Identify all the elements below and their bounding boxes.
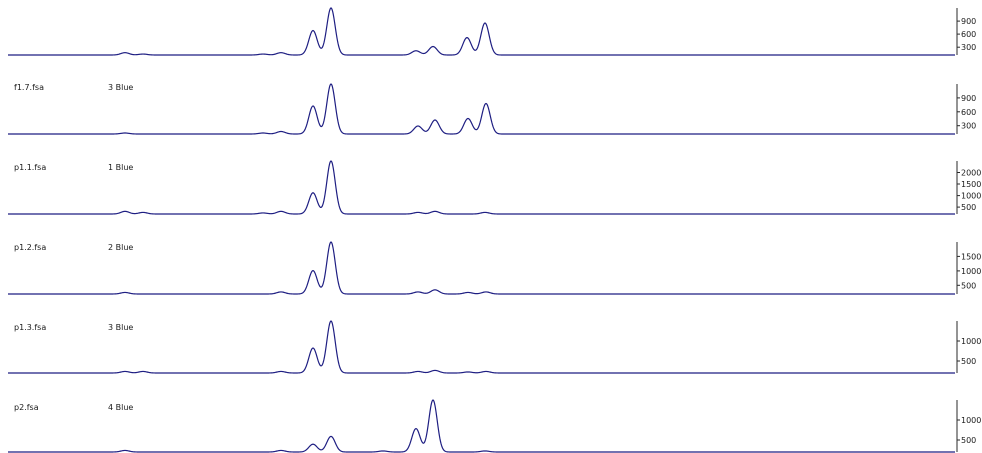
peak-point [262, 132, 263, 133]
y-tick-label: 1000 [961, 267, 981, 276]
peak-point [417, 212, 418, 213]
y-tick-label: 500 [961, 357, 976, 366]
peak-point [312, 192, 313, 193]
peak-point [484, 450, 485, 451]
y-tick-label: 600 [961, 30, 976, 39]
peak-point [330, 83, 331, 84]
y-tick-label: 500 [961, 203, 976, 212]
sample-label: p2.fsa [14, 403, 39, 412]
peak-point [312, 105, 313, 106]
dye-label: 4 Blue [108, 403, 134, 412]
peak-point [417, 291, 418, 292]
peak-point [467, 118, 468, 119]
peak-point [330, 436, 331, 437]
peak-point [415, 50, 416, 51]
peak-point [280, 450, 281, 451]
peak-point [434, 119, 435, 120]
peak-point [124, 52, 125, 53]
peak-point [485, 291, 486, 292]
peak-point [330, 320, 331, 321]
peak-point [330, 241, 331, 242]
peak-point [312, 30, 313, 31]
y-tick-label: 1000 [961, 416, 981, 425]
peak-point [382, 450, 383, 451]
peak-point [280, 371, 281, 372]
trace-panel: 1500 1000 500 [8, 241, 981, 295]
y-tick-label: 600 [961, 108, 976, 117]
peak-point [417, 125, 418, 126]
trace-line [8, 399, 955, 453]
peak-point [484, 212, 485, 213]
peak-point [262, 212, 263, 213]
y-tick-label: 300 [961, 43, 976, 52]
y-tick-label: 300 [961, 122, 976, 131]
trace-panel: 2000 1500 1000 500 [8, 160, 981, 215]
peak-point [124, 292, 125, 293]
y-tick-label: 1500 [961, 252, 981, 261]
peak-point [434, 289, 435, 290]
peak-point [466, 37, 467, 38]
trace-panel: 900 600 300 [8, 83, 976, 135]
trace-panel: 1000 500 [8, 399, 981, 453]
peak-point [124, 371, 125, 372]
peak-point [280, 291, 281, 292]
trace-line [8, 7, 955, 56]
sample-label: p1.2.fsa [14, 243, 47, 252]
peak-point [124, 450, 125, 451]
trace-line [8, 83, 955, 135]
dye-label: 3 Blue [108, 83, 134, 92]
y-tick-label: 2000 [961, 169, 981, 178]
y-tick-label: 1000 [961, 337, 981, 346]
y-tick-label: 500 [961, 281, 976, 290]
peak-point [330, 7, 331, 8]
peak-point [485, 371, 486, 372]
y-tick-label: 900 [961, 94, 976, 103]
peak-point [142, 371, 143, 372]
peak-point [142, 212, 143, 213]
trace-panel: 1000 500 [8, 320, 981, 374]
peak-point [485, 103, 486, 104]
peak-point [124, 211, 125, 212]
peak-point [417, 371, 418, 372]
peak-point [312, 270, 313, 271]
peak-point [312, 347, 313, 348]
peak-point [415, 428, 416, 429]
y-tick-label: 500 [961, 436, 976, 445]
y-tick-label: 1500 [961, 180, 981, 189]
peak-point [330, 160, 331, 161]
peak-point [280, 52, 281, 53]
y-tick-label: 900 [961, 17, 976, 26]
peak-point [467, 371, 468, 372]
trace-line [8, 160, 955, 215]
sample-label: p1.3.fsa [14, 323, 47, 332]
peak-point [432, 399, 433, 400]
peak-point [484, 22, 485, 23]
peak-point [142, 53, 143, 54]
sample-label: p1.1.fsa [14, 163, 47, 172]
peak-point [124, 132, 125, 133]
y-tick-label: 1000 [961, 192, 981, 201]
trace-line [8, 241, 955, 295]
peak-point [434, 211, 435, 212]
dye-label: 3 Blue [108, 323, 134, 332]
sample-label: f1.7.fsa [14, 83, 44, 92]
trace-panel: 900 600 300 [8, 7, 976, 56]
dye-label: 1 Blue [108, 163, 134, 172]
peak-point [280, 131, 281, 132]
peak-point [467, 292, 468, 293]
peak-point [280, 211, 281, 212]
peak-point [434, 370, 435, 371]
peak-point [432, 46, 433, 47]
trace-line [8, 320, 955, 374]
dye-label: 2 Blue [108, 243, 134, 252]
peak-point [262, 53, 263, 54]
peak-point [312, 444, 313, 445]
